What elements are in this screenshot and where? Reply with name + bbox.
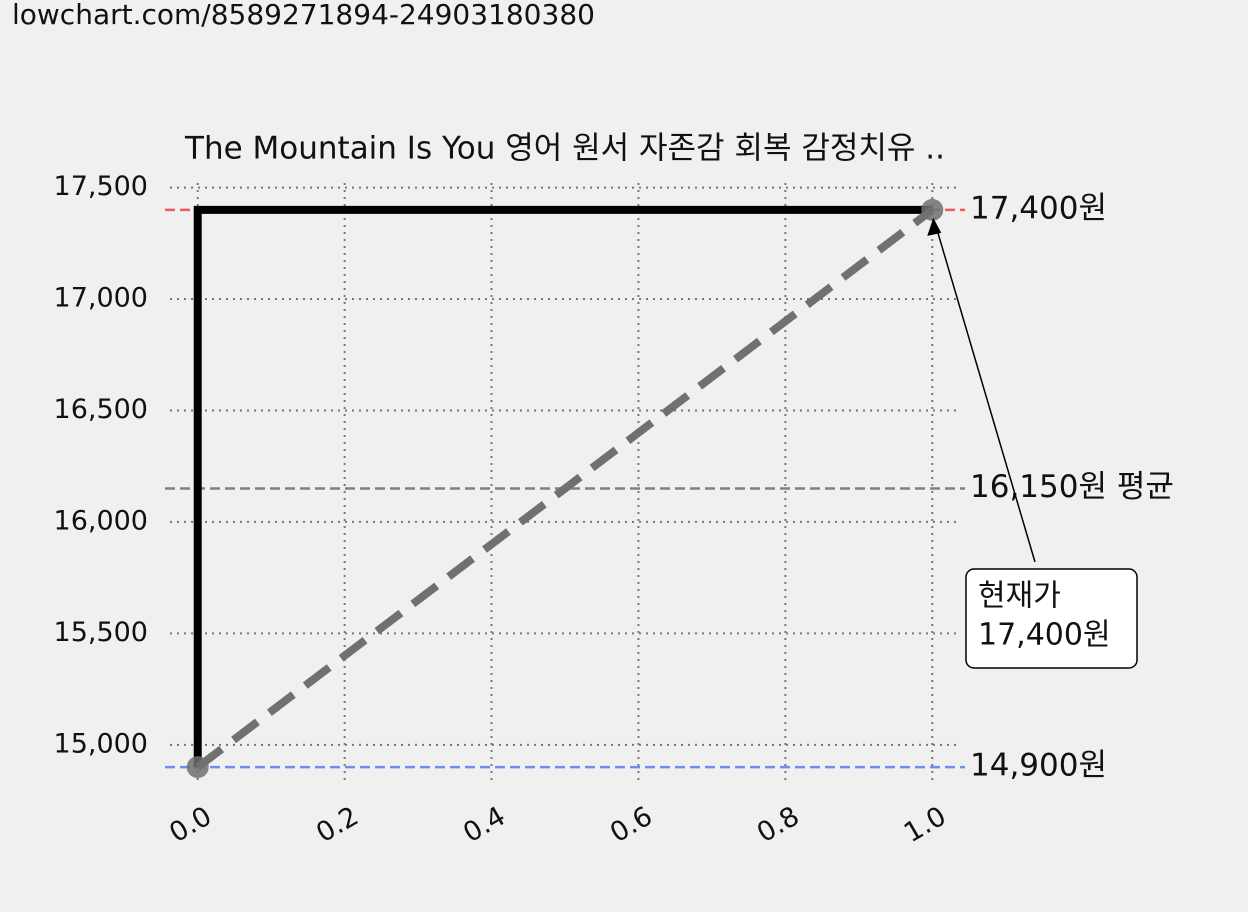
arrow-head (927, 217, 942, 236)
annotation-box (965, 568, 1138, 669)
y-tick-label: 17,500 (54, 171, 148, 202)
series-line (195, 206, 935, 771)
reference-label: 14,900원 (970, 748, 1107, 784)
x-tick-label: 1.0 (899, 801, 952, 849)
reference-label: 17,400원 (970, 190, 1107, 226)
annotation-text: 17,400원 (978, 618, 1111, 653)
y-tick-label: 16,500 (54, 394, 148, 425)
y-tick-label: 15,000 (54, 728, 148, 759)
x-tick-label: 0.8 (752, 801, 805, 849)
series-line (193, 205, 933, 768)
reference-label: 16,150원 평균 (970, 469, 1174, 505)
annotation-arrow (934, 223, 1036, 563)
x-tick-label: 0.2 (311, 801, 364, 849)
point (921, 198, 944, 221)
x-tick-label: 0.0 (164, 801, 217, 849)
chart-title: The Mountain Is You 영어 원서 자존감 회복 감정치유 .. (184, 131, 945, 167)
y-tick-label: 17,000 (54, 283, 148, 314)
x-tick-label: 0.6 (605, 801, 658, 849)
x-tick-label: 0.4 (458, 801, 511, 849)
y-tick-label: 16,000 (54, 505, 148, 536)
point (186, 756, 209, 779)
y-tick-label: 15,500 (54, 617, 148, 648)
annotation-text: 현재가 (978, 579, 1061, 614)
url: lowchart.com/8589271894-24903180380 (12, 0, 595, 31)
